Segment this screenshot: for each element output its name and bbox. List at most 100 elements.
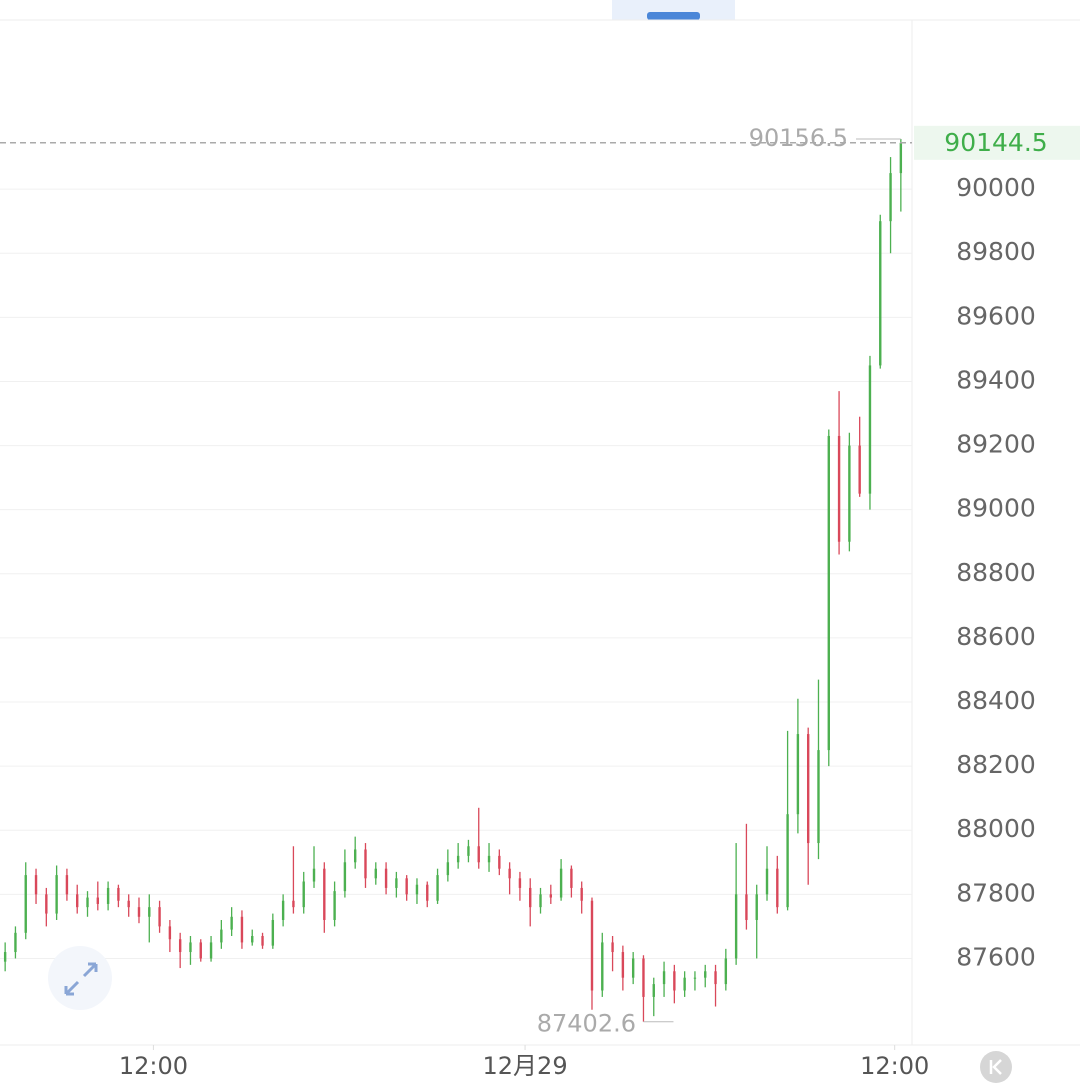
candle-body: [209, 942, 213, 959]
candle-body: [889, 173, 892, 222]
candle-body: [652, 984, 655, 997]
candle-body: [734, 894, 738, 959]
candle-body: [611, 942, 614, 953]
y-tick-label: 87600: [956, 942, 1036, 971]
candle-body: [230, 916, 233, 930]
candle-body: [158, 907, 161, 927]
candle-body: [848, 445, 851, 542]
candle-body: [559, 868, 563, 898]
candle-body: [137, 907, 141, 917]
labels: 87600 87800 88000 88200 88400 88600 88800 89000…: [0, 124, 1080, 1080]
candle-body: [353, 849, 357, 863]
candle-body: [302, 881, 305, 908]
x-tick-label: 12:00: [860, 1052, 929, 1080]
candle-body: [642, 958, 645, 997]
expand-icon: [64, 962, 98, 996]
y-tick-label: 88000: [956, 814, 1036, 843]
candle-body: [45, 894, 48, 914]
y-tick-label: 90000: [956, 173, 1036, 202]
candle-body: [251, 936, 254, 943]
max-label: 90156.5: [749, 124, 848, 152]
candle-body: [292, 900, 295, 908]
candle-body: [3, 952, 7, 962]
scroll-end-icon: [989, 1059, 1002, 1075]
candle-body: [529, 887, 532, 908]
candle-body: [899, 142, 903, 174]
y-tick-label: 89600: [956, 301, 1036, 330]
candle-body: [858, 445, 861, 494]
candle-body: [240, 916, 244, 943]
y-tick-label: 88400: [956, 686, 1036, 715]
candle-body: [683, 977, 686, 991]
tab-indicator: [647, 12, 700, 20]
candle-body: [189, 942, 192, 953]
candle-body: [662, 971, 666, 985]
y-tick-label: 87800: [956, 878, 1036, 907]
y-tick-label: 88800: [956, 558, 1036, 587]
candle-body: [106, 887, 110, 904]
candle-body: [220, 929, 223, 943]
candle-body: [364, 849, 367, 879]
candle-body: [786, 814, 789, 908]
candle-body: [384, 868, 388, 888]
candle-body: [405, 878, 408, 895]
candle-body: [343, 862, 347, 892]
min-label: 87402.6: [537, 1010, 636, 1038]
candle-body: [199, 942, 202, 959]
candle-body: [55, 875, 58, 914]
candle-body: [508, 868, 511, 879]
y-tick-label: 89400: [956, 365, 1036, 394]
candle-body: [86, 897, 89, 908]
candle-body: [281, 900, 285, 920]
candle-body: [817, 750, 820, 844]
candle-body: [323, 868, 326, 920]
candles: [3, 138, 903, 1022]
expand-button[interactable]: [48, 946, 112, 1010]
candle-body: [796, 734, 800, 815]
candle-body: [96, 897, 100, 904]
candle-body: [837, 435, 841, 542]
candle-body: [673, 971, 676, 991]
candle-body: [65, 875, 69, 895]
candle-body: [827, 435, 830, 751]
candle-body: [539, 894, 542, 908]
candle-body: [704, 971, 707, 978]
candle-body: [426, 884, 429, 901]
candle-body: [580, 887, 583, 901]
candle-body: [518, 878, 522, 888]
scroll-end-button[interactable]: [980, 1051, 1012, 1083]
candle-body: [271, 919, 275, 946]
candle-body: [806, 734, 810, 844]
y-tick-label: 89200: [956, 430, 1036, 459]
candle-body: [477, 846, 480, 863]
x-tick-label: 12:00: [119, 1052, 188, 1080]
candle-body: [549, 894, 553, 898]
candle-body: [755, 894, 758, 920]
candle-body: [436, 875, 439, 901]
grid: [0, 188, 912, 1050]
candle-body: [117, 887, 120, 901]
candle-body: [127, 900, 130, 908]
candle-body: [168, 926, 172, 940]
candle-body: [745, 894, 748, 920]
candle-body: [374, 868, 377, 879]
candle-body: [148, 907, 151, 917]
candle-body: [446, 862, 450, 876]
candle-body: [570, 868, 573, 888]
candle-body: [621, 952, 625, 978]
tab[interactable]: [612, 0, 735, 20]
candle-body: [34, 875, 38, 895]
candle-body: [467, 846, 470, 856]
candle-body: [590, 900, 594, 991]
candle-body: [879, 221, 882, 366]
candle-body: [395, 878, 398, 888]
candle-body: [498, 855, 501, 869]
candle-body: [261, 936, 264, 946]
candle-body: [456, 855, 460, 863]
candle-body: [333, 891, 336, 920]
candle-body: [76, 894, 79, 908]
x-tick-label: 12月29: [483, 1052, 568, 1080]
last-price-box: [914, 125, 1080, 160]
